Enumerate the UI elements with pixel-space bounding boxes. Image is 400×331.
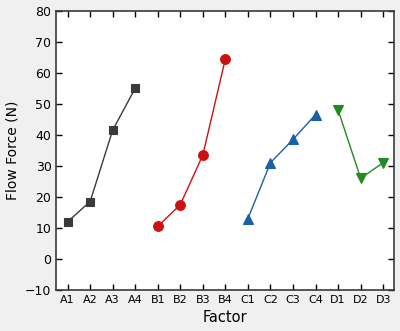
- X-axis label: Factor: Factor: [203, 310, 248, 325]
- Y-axis label: Flow Force (N): Flow Force (N): [6, 101, 20, 200]
